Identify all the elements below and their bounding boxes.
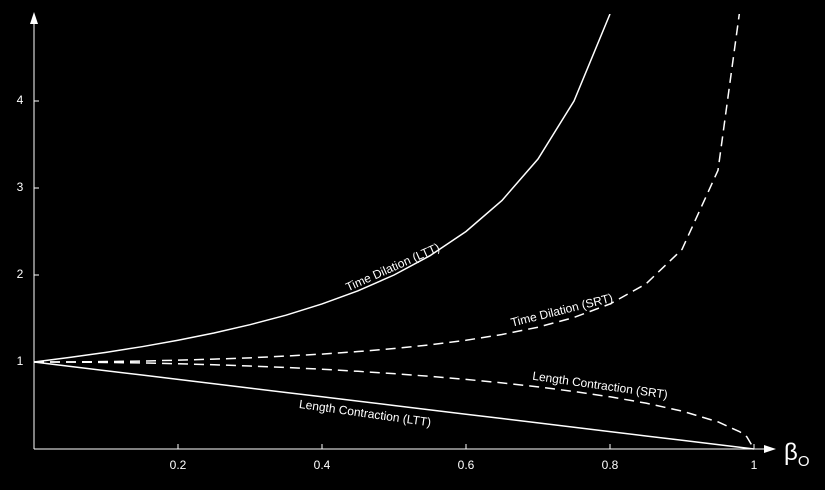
y-tick-label: 2	[17, 267, 24, 281]
series-line	[34, 361, 755, 450]
y-tick-label: 1	[17, 354, 24, 368]
x-label-main: β	[784, 439, 798, 466]
x-label-sub: O	[798, 453, 810, 470]
x-tick-label: 0.8	[602, 458, 619, 472]
series-label: Time Dilation (SRT)	[509, 291, 614, 330]
x-tick-label: 1	[751, 458, 758, 472]
x-tick-label: 0.2	[170, 458, 187, 472]
series-label: Length Contraction (SRT)	[532, 369, 669, 402]
series-line	[34, 14, 611, 363]
series-line	[34, 14, 741, 363]
series-label: Time Dilation (LTT)	[344, 240, 442, 294]
plot-area	[34, 14, 755, 450]
y-tick-label: 3	[17, 180, 24, 194]
y-tick-label: 4	[17, 93, 24, 107]
x-tick-label: 0.4	[314, 458, 331, 472]
y-axis-arrow	[30, 12, 38, 24]
x-axis-arrow	[764, 445, 776, 453]
series-line	[34, 361, 755, 450]
x-tick-label: 0.6	[458, 458, 475, 472]
x-axis-label: βO	[784, 439, 809, 470]
